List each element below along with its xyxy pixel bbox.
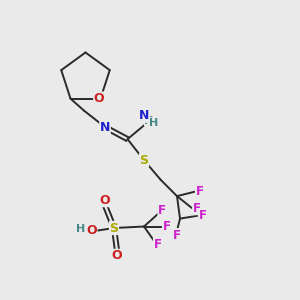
Text: F: F [199,209,206,222]
Text: O: O [94,92,104,105]
Text: F: F [193,202,200,214]
Text: N: N [100,121,110,134]
Text: S: S [110,221,118,235]
Text: H: H [145,116,154,125]
Text: O: O [86,224,97,238]
Text: F: F [163,220,170,233]
Text: S: S [140,154,148,166]
Text: O: O [100,194,110,207]
Text: H: H [76,224,85,235]
Text: F: F [173,229,181,242]
Text: H: H [149,118,158,128]
Text: N: N [139,109,149,122]
Text: F: F [196,185,203,198]
Text: O: O [112,249,122,262]
Text: F: F [154,238,161,251]
Text: F: F [158,203,166,217]
